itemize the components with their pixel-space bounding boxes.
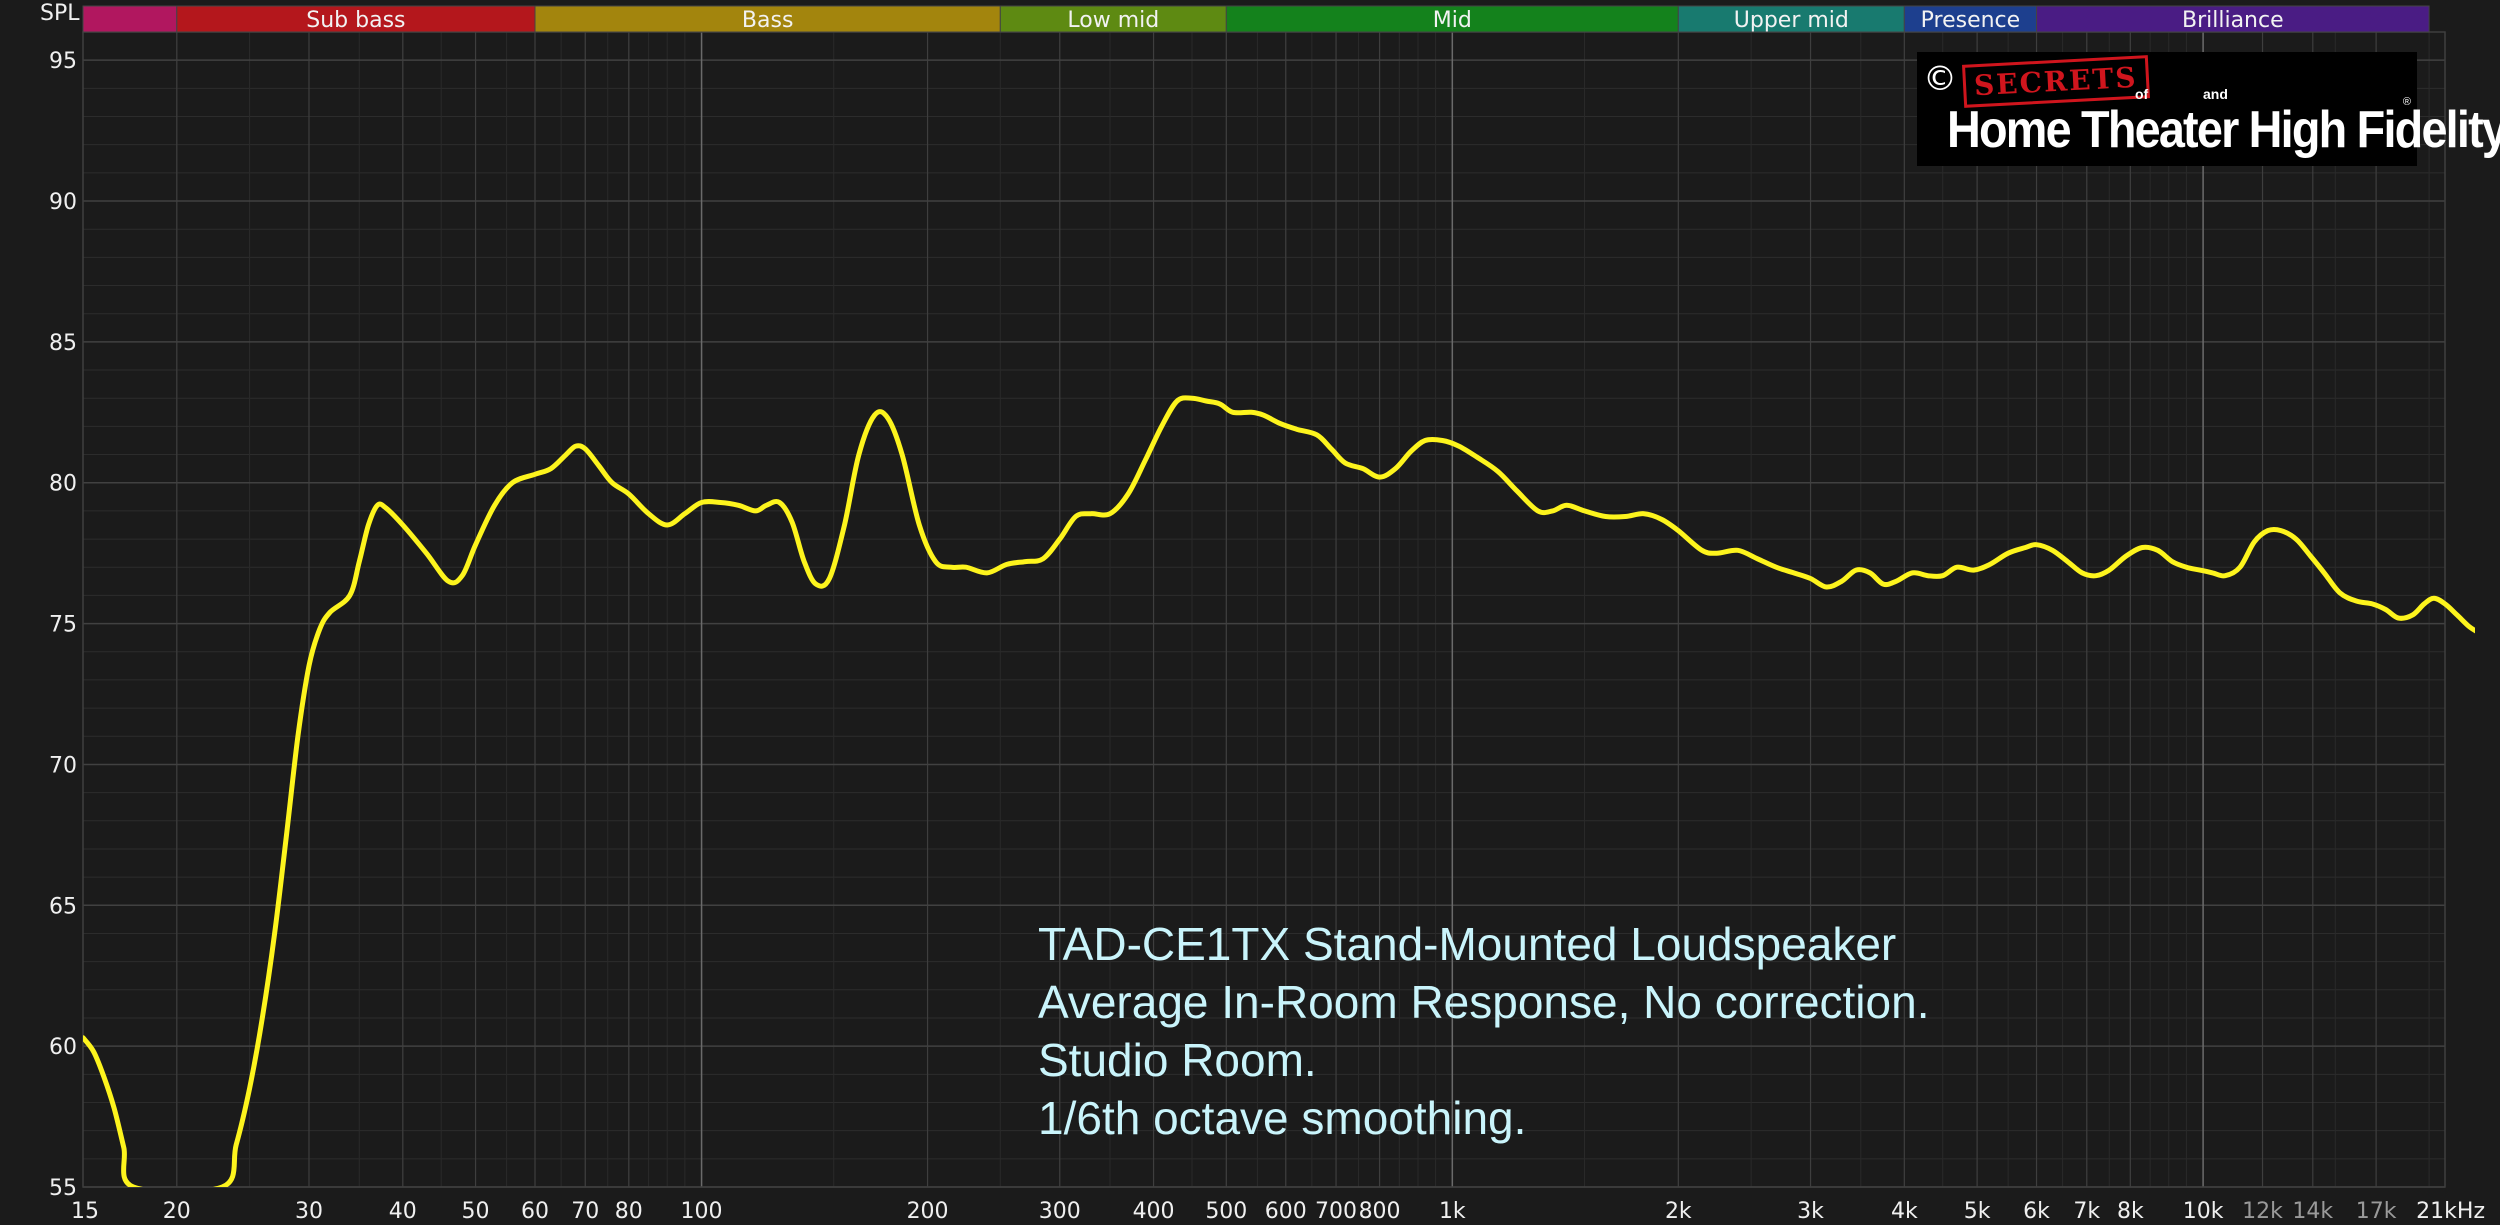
x-tick-label: 3k <box>1797 1199 1824 1224</box>
annotation-line: Average In-Room Response, No correction. <box>1038 976 1930 1028</box>
annotation-line: Studio Room. <box>1038 1034 1317 1086</box>
x-tick-label: 40 <box>389 1199 417 1224</box>
frequency-band-bar: Sub bass Bass Low mid Mid Upper mid Presence B… <box>82 5 2430 33</box>
y-tick-label: 80 <box>49 472 77 497</box>
logo-wordmark: Home Theater High Fidelity <box>1947 101 2500 159</box>
chart-annotation: TAD-CE1TX Stand-Mounted Loudspeaker Aver… <box>1038 915 1929 1147</box>
x-tick-label: 500 <box>1205 1199 1247 1224</box>
y-tick-label: 95 <box>49 49 77 74</box>
response-curves <box>83 395 2475 1187</box>
x-tick-label: 1k <box>1439 1199 1466 1224</box>
y-tick-label: 75 <box>49 613 77 638</box>
annotation-line: 1/6th octave smoothing. <box>1038 1092 1527 1144</box>
x-tick-label: 8k <box>2117 1199 2144 1224</box>
logo-secrets-stamp: SECRETS <box>1962 55 2150 108</box>
registered-mark: ® <box>2402 96 2411 108</box>
x-tick-label: 200 <box>907 1199 949 1224</box>
band-label: Upper mid <box>1734 8 1849 33</box>
band-segment <box>1225 5 1679 33</box>
x-tick-label: 600 <box>1265 1199 1307 1224</box>
x-tick-label: 5k <box>1964 1199 1991 1224</box>
band-label: Sub bass <box>306 8 405 33</box>
x-tick-label: 15 <box>71 1199 99 1224</box>
x-tick-label: 300 <box>1039 1199 1081 1224</box>
x-tick-label: 700 <box>1315 1199 1357 1224</box>
band-segment <box>176 5 536 33</box>
y-axis-label: SPL <box>40 1 80 26</box>
grid <box>82 31 2446 1188</box>
y-tick-label: 90 <box>49 190 77 215</box>
x-tick-label: 10k <box>2183 1199 2224 1224</box>
band-label: Bass <box>742 8 794 33</box>
band-segment <box>2036 5 2430 33</box>
logo-of: of <box>2135 86 2149 102</box>
band-segment <box>1903 5 2038 33</box>
x-tick-label: 2k <box>1665 1199 1692 1224</box>
x-tick-label: 20 <box>163 1199 191 1224</box>
band-segment <box>999 5 1227 33</box>
x-tick-label: 100 <box>681 1199 723 1224</box>
x-tick-label: 6k <box>2023 1199 2050 1224</box>
y-tick-label: 55 <box>49 1176 77 1201</box>
x-tick-label: 60 <box>521 1199 549 1224</box>
band-label: Low mid <box>1067 8 1159 33</box>
x-tick-label: 80 <box>615 1199 643 1224</box>
x-tick-label: 12k <box>2242 1199 2283 1224</box>
x-tick-label: 50 <box>462 1199 490 1224</box>
band-label: Presence <box>1921 8 2021 33</box>
band-segment <box>1677 5 1905 33</box>
annotation-line: TAD-CE1TX Stand-Mounted Loudspeaker <box>1038 918 1897 970</box>
x-tick-label: 400 <box>1133 1199 1175 1224</box>
x-tick-label: 21kHz <box>2416 1199 2485 1224</box>
band-label: Mid <box>1433 8 1472 33</box>
band-label: Brilliance <box>2182 8 2284 33</box>
y-tick-label: 65 <box>49 894 77 919</box>
x-tick-label: 14k <box>2292 1199 2333 1224</box>
x-tick-label: 800 <box>1359 1199 1401 1224</box>
x-axis: 15 20 30 40 50 60 70 80 100 200 300 400 500 600 700 800… <box>71 1199 2485 1224</box>
copyright-symbol: © <box>1923 59 1957 99</box>
y-axis: 55 60 65 70 75 80 85 90 95 <box>49 49 77 1201</box>
y-tick-label: 85 <box>49 331 77 356</box>
x-tick-label: 4k <box>1891 1199 1918 1224</box>
x-tick-label: 30 <box>295 1199 323 1224</box>
y-tick-label: 60 <box>49 1035 77 1060</box>
x-tick-label: 70 <box>571 1199 599 1224</box>
x-tick-label: 7k <box>2073 1199 2100 1224</box>
y-tick-label: 70 <box>49 753 77 778</box>
logo-and: and <box>2203 86 2228 102</box>
response-curve <box>83 395 2475 1187</box>
site-logo: © SECRETS of and Home Theater High Fidel… <box>1917 52 2500 166</box>
band-segment <box>82 5 178 33</box>
x-tick-label: 17k <box>2356 1199 2397 1224</box>
